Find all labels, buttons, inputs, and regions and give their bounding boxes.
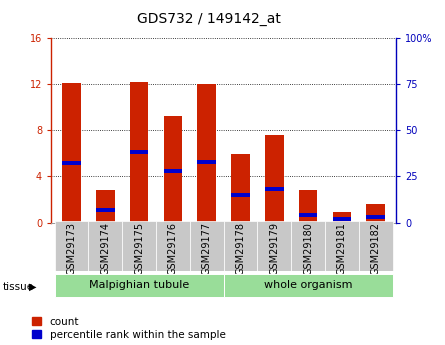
Bar: [62, 83, 81, 223]
Bar: [164, 116, 182, 223]
Bar: [325, 221, 359, 271]
Bar: [55, 274, 224, 297]
Text: Malpighian tubule: Malpighian tubule: [89, 280, 189, 290]
Bar: [367, 204, 385, 223]
Text: GSM29179: GSM29179: [269, 222, 279, 275]
Bar: [367, 215, 385, 219]
Bar: [96, 208, 114, 211]
Bar: [359, 221, 392, 271]
Bar: [299, 213, 317, 217]
Bar: [299, 190, 317, 223]
Bar: [333, 217, 351, 221]
Text: whole organism: whole organism: [264, 280, 352, 290]
Bar: [333, 212, 351, 223]
Bar: [231, 155, 250, 223]
Text: GSM29175: GSM29175: [134, 222, 144, 275]
Bar: [257, 221, 291, 271]
Text: tissue: tissue: [2, 282, 33, 292]
Bar: [62, 161, 81, 166]
Bar: [198, 83, 216, 223]
Text: ▶: ▶: [29, 282, 36, 292]
Bar: [265, 187, 283, 191]
Legend: count, percentile rank within the sample: count, percentile rank within the sample: [32, 317, 226, 340]
Bar: [156, 221, 190, 271]
Text: GSM29176: GSM29176: [168, 222, 178, 275]
Text: GSM29173: GSM29173: [66, 222, 77, 275]
Bar: [89, 221, 122, 271]
Text: GSM29180: GSM29180: [303, 222, 313, 275]
Bar: [224, 274, 392, 297]
Bar: [224, 221, 257, 271]
Text: GSM29177: GSM29177: [202, 222, 212, 275]
Bar: [190, 221, 224, 271]
Bar: [96, 190, 114, 223]
Text: GSM29181: GSM29181: [337, 222, 347, 275]
Bar: [55, 221, 89, 271]
Bar: [122, 221, 156, 271]
Text: GSM29174: GSM29174: [100, 222, 110, 275]
Bar: [291, 221, 325, 271]
Text: GSM29182: GSM29182: [371, 222, 381, 275]
Text: GSM29178: GSM29178: [235, 222, 246, 275]
Bar: [198, 160, 216, 164]
Bar: [164, 169, 182, 173]
Bar: [130, 82, 148, 223]
Text: GDS732 / 149142_at: GDS732 / 149142_at: [137, 12, 281, 26]
Bar: [130, 150, 148, 155]
Bar: [231, 193, 250, 197]
Bar: [265, 135, 283, 223]
